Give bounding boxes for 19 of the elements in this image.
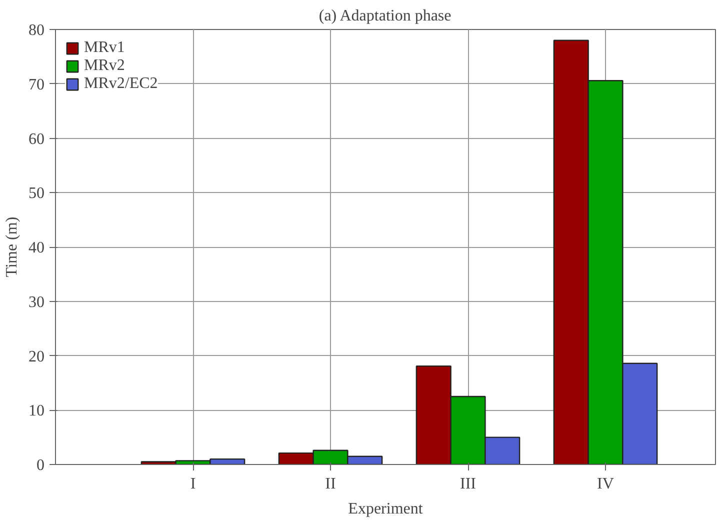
y-tick-label: 60 [28,130,44,148]
y-tick-label: 50 [28,185,44,202]
chart-title: (a) Adaptation phase [318,8,452,24]
x-tick-label: III [460,476,476,492]
x-axis-title: Experiment [348,500,424,518]
y-tick-label: 0 [36,457,44,474]
x-tick-label: II [325,476,336,492]
legend-label: MRv2 [84,57,125,75]
y-tick-label: 10 [28,402,44,420]
x-tick-label: I [190,476,196,492]
y-axis-title: Time (m) [4,216,20,278]
legend-label: MRv1 [84,39,125,57]
y-tick-label: 30 [28,294,44,311]
legend-label: MRv2/EC2 [84,75,158,93]
y-tick-label: 70 [28,76,44,94]
y-tick-label: 80 [28,22,44,39]
y-tick-label: 20 [28,348,44,366]
y-tick-label: 40 [28,240,44,256]
x-tick-label: IV [597,476,614,492]
